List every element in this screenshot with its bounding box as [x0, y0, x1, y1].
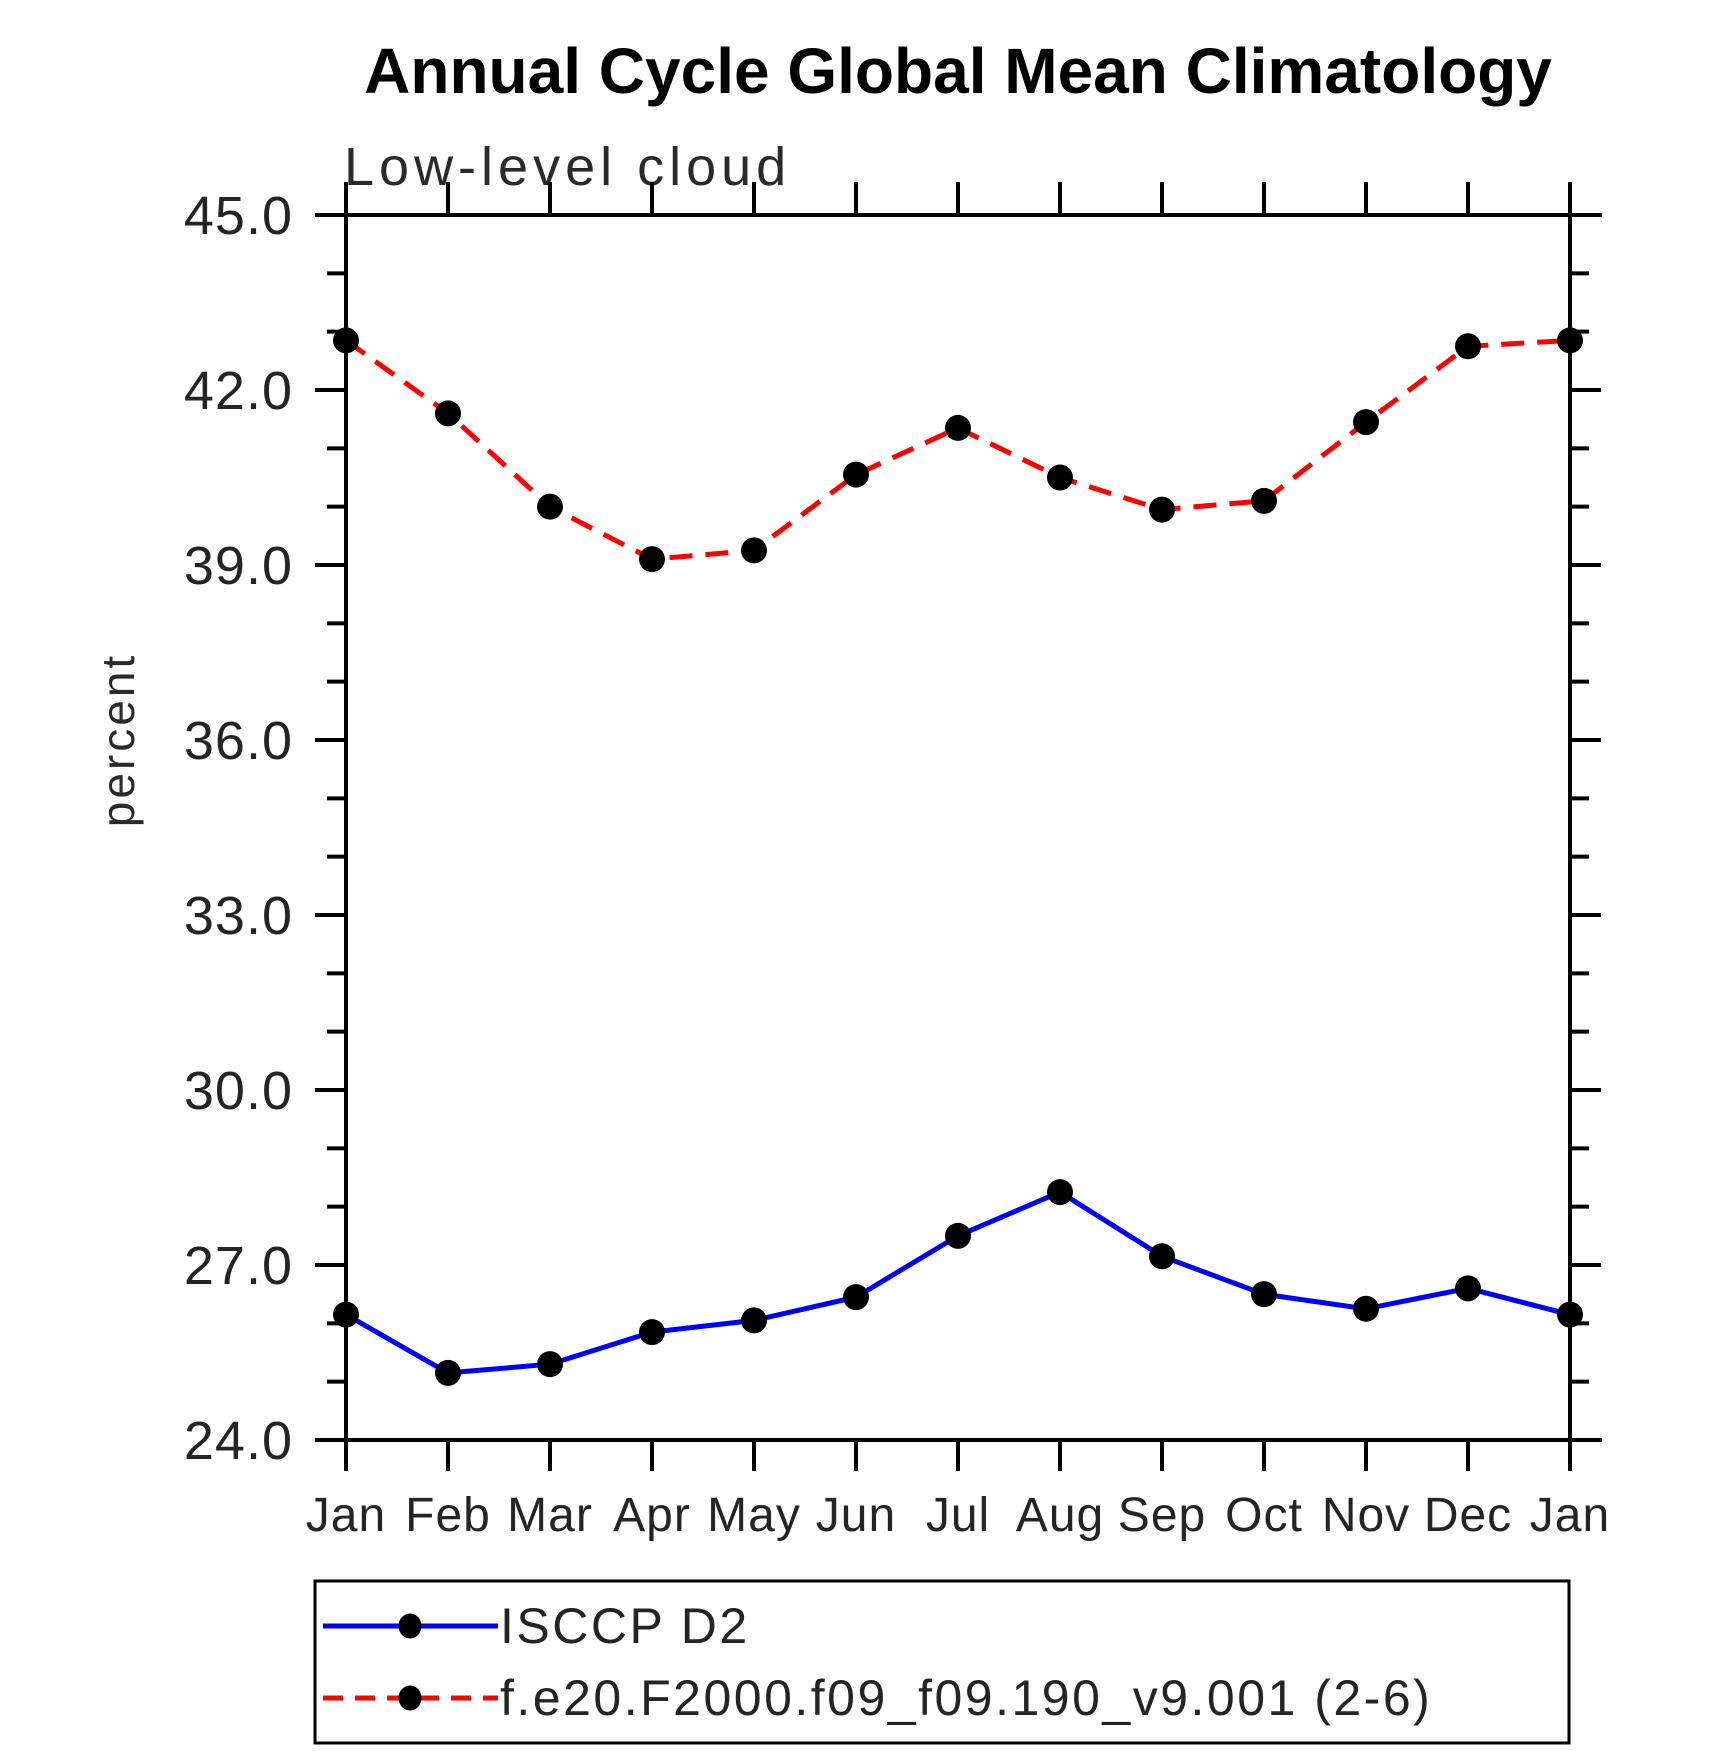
data-point-marker	[1047, 1179, 1073, 1206]
data-point-marker	[333, 327, 359, 354]
data-point-marker	[537, 493, 563, 520]
data-point-marker	[1149, 496, 1175, 523]
x-tick-label: Sep	[1118, 1489, 1206, 1542]
data-point-marker	[1353, 409, 1379, 436]
x-tick-label: May	[707, 1489, 801, 1542]
legend-marker	[398, 1613, 422, 1639]
data-point-marker	[843, 461, 869, 488]
x-tick-label: Jan	[306, 1489, 386, 1542]
data-point-marker	[1149, 1243, 1175, 1270]
chart-title: Annual Cycle Global Mean Climatology	[364, 35, 1552, 107]
data-point-marker	[1557, 327, 1583, 354]
x-tick-label: Jun	[816, 1489, 896, 1542]
data-point-marker	[741, 1307, 767, 1334]
data-point-marker	[945, 1222, 971, 1249]
chart-subtitle: Low-level cloud	[344, 137, 792, 197]
data-point-marker	[945, 414, 971, 441]
y-tick-label: 27.0	[184, 1236, 293, 1296]
data-point-marker	[537, 1351, 563, 1378]
legend-label: f.e20.F2000.f09_f09.190_v9.001 (2-6)	[500, 1670, 1432, 1726]
x-tick-label: Feb	[405, 1489, 491, 1542]
y-tick-label: 30.0	[184, 1061, 293, 1121]
y-tick-label: 45.0	[184, 186, 293, 246]
y-tick-label: 36.0	[184, 711, 293, 771]
x-tick-label: Jan	[1530, 1489, 1610, 1542]
legend-label: ISCCP D2	[500, 1598, 750, 1654]
y-tick-label: 39.0	[184, 536, 293, 596]
data-point-marker	[1455, 1275, 1481, 1302]
x-tick-label: Apr	[613, 1489, 691, 1542]
data-point-marker	[1251, 1281, 1277, 1308]
data-point-marker	[639, 546, 665, 573]
series-line-isccp-d2	[344, 1189, 1571, 1376]
legend-marker	[398, 1685, 422, 1711]
data-point-marker	[1047, 464, 1073, 491]
series-line-model	[344, 337, 1571, 562]
data-point-marker	[1353, 1295, 1379, 1322]
data-point-marker	[435, 1359, 461, 1386]
x-tick-label: Aug	[1016, 1489, 1104, 1542]
y-tick-label: 24.0	[184, 1411, 293, 1471]
data-point-marker	[741, 537, 767, 564]
legend-box	[313, 1579, 1571, 1745]
data-point-marker	[435, 400, 461, 427]
x-tick-label: Mar	[507, 1489, 593, 1542]
x-tick-label: Jul	[926, 1489, 990, 1542]
data-point-marker	[1557, 1301, 1583, 1328]
data-point-marker	[1455, 333, 1481, 360]
data-point-marker	[1251, 487, 1277, 514]
data-point-marker	[333, 1301, 359, 1328]
data-point-marker	[639, 1319, 665, 1346]
data-point-marker	[843, 1284, 869, 1311]
y-tick-label: 42.0	[184, 361, 293, 421]
x-tick-label: Dec	[1424, 1489, 1512, 1542]
y-tick-label: 33.0	[184, 886, 293, 946]
x-tick-label: Nov	[1322, 1489, 1410, 1542]
x-tick-label: Oct	[1225, 1489, 1303, 1542]
